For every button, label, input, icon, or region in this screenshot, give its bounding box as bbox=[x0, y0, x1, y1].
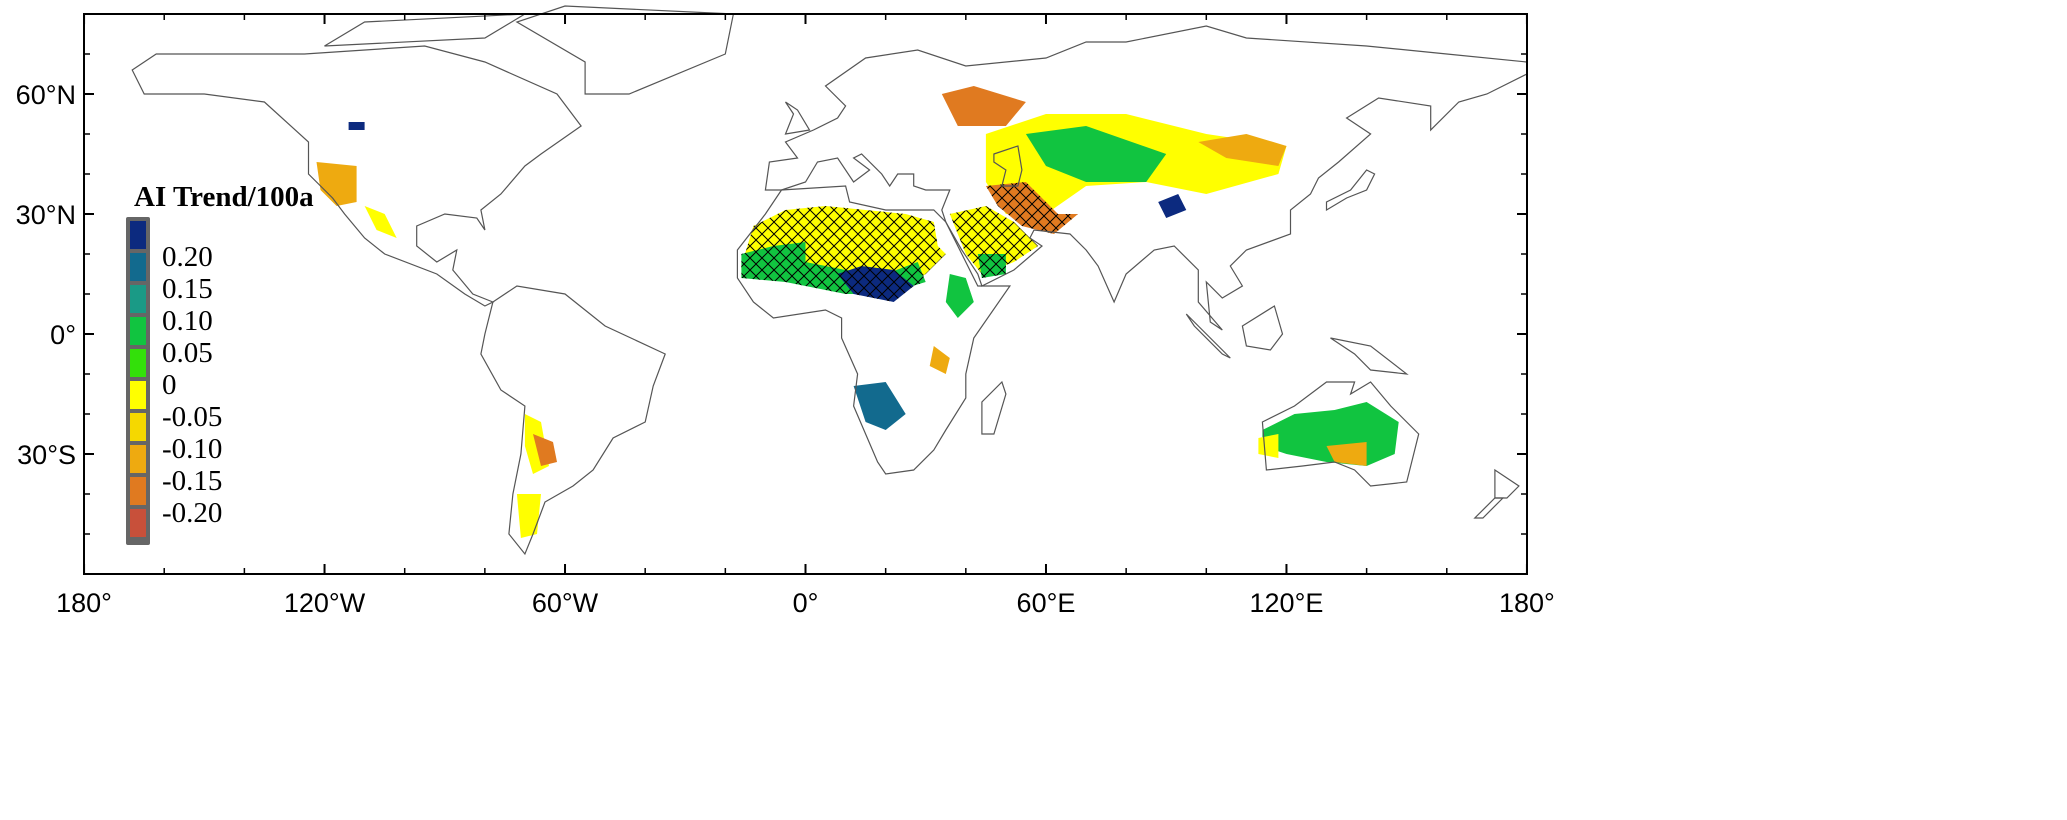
trend-region-tarim bbox=[1158, 194, 1187, 218]
y-tick-label: 30°S bbox=[17, 440, 76, 470]
legend-swatch bbox=[130, 253, 146, 281]
axis-ticks: 180° 120°W 60°W 0° 60°E 120°E 180° 60°N 30°N 0° 30… bbox=[16, 13, 1555, 618]
significance-hatch-chad bbox=[837, 266, 914, 302]
coastline-australia bbox=[1261, 381, 1420, 487]
coastline-borneo bbox=[1241, 305, 1284, 351]
legend-swatch bbox=[130, 445, 146, 473]
trend-region-australia-west bbox=[1258, 434, 1279, 458]
x-tick-label: 120°W bbox=[284, 588, 366, 618]
coastline-madagascar bbox=[981, 380, 1007, 435]
trend-region-mongolia bbox=[1198, 134, 1287, 166]
legend-title: AI Trend/100a bbox=[134, 181, 314, 213]
map-frame bbox=[83, 13, 1528, 575]
legend-label: 0.20 bbox=[162, 241, 213, 273]
coastline-eurasia bbox=[764, 25, 1528, 331]
legend-label: -0.20 bbox=[162, 497, 222, 529]
significance-hatch-iran bbox=[985, 182, 1078, 234]
legend-swatch bbox=[130, 349, 146, 377]
trend-regions bbox=[316, 86, 1399, 538]
coastline-britain bbox=[784, 101, 811, 135]
legend-label: -0.05 bbox=[162, 401, 222, 433]
x-tick-label: 120°E bbox=[1250, 588, 1324, 618]
trend-region-mexico bbox=[364, 206, 397, 238]
legend-swatch bbox=[130, 221, 146, 249]
trend-region-australia-south bbox=[1326, 442, 1367, 466]
x-tick-label: 60°W bbox=[532, 588, 599, 618]
coastline-caspian-sea bbox=[993, 145, 1023, 187]
x-tick-label: 180° bbox=[1499, 588, 1555, 618]
coastline-japan bbox=[1325, 169, 1376, 212]
trend-region-argentina bbox=[533, 434, 557, 466]
coastline-south-america bbox=[480, 285, 666, 556]
coastlines bbox=[131, 5, 1528, 556]
coastline-nz-south bbox=[1473, 497, 1505, 519]
y-tick-label: 60°N bbox=[16, 80, 76, 110]
x-tick-label: 0° bbox=[793, 588, 819, 618]
legend-swatch bbox=[130, 477, 146, 505]
significance-hatch-arabia bbox=[949, 206, 1038, 274]
legend-swatch bbox=[130, 381, 146, 409]
trend-region-canada bbox=[348, 122, 365, 130]
significance-hatch-yemen bbox=[977, 254, 1006, 278]
x-tick-label: 60°E bbox=[1017, 588, 1076, 618]
legend-swatch bbox=[130, 285, 146, 313]
coastline-africa bbox=[736, 185, 1012, 475]
coastline-new-guinea bbox=[1330, 337, 1409, 375]
coastline-nz-north bbox=[1494, 468, 1520, 499]
trend-region-kalahari bbox=[853, 382, 906, 430]
legend-label: -0.10 bbox=[162, 433, 222, 465]
coastline-north-america bbox=[131, 45, 582, 307]
legend-swatch bbox=[130, 317, 146, 345]
legend: AI Trend/100a 0.200.150.100.050-0.05-0.1… bbox=[126, 181, 314, 545]
legend-label: 0 bbox=[162, 369, 177, 401]
trend-region-horn-of-africa bbox=[945, 274, 974, 318]
legend-label: -0.15 bbox=[162, 465, 222, 497]
legend-swatch bbox=[130, 509, 146, 537]
legend-label: 0.10 bbox=[162, 305, 213, 337]
y-tick-label: 30°N bbox=[16, 200, 76, 230]
legend-swatch bbox=[130, 413, 146, 441]
legend-label: 0.05 bbox=[162, 337, 213, 369]
y-tick-label: 0° bbox=[50, 320, 76, 350]
legend-label: 0.15 bbox=[162, 273, 213, 305]
coastline-arctic-islands bbox=[324, 13, 526, 47]
coastline-sumatra bbox=[1185, 313, 1231, 359]
trend-region-southwest-us bbox=[316, 162, 357, 206]
coastline-greenland bbox=[515, 5, 735, 95]
trend-region-kazakhstan bbox=[1025, 126, 1167, 182]
trend-region-patagonia bbox=[516, 494, 541, 538]
trend-region-east-africa bbox=[929, 346, 950, 374]
x-tick-label: 180° bbox=[56, 588, 112, 618]
trend-region-russia-steppe bbox=[941, 86, 1026, 126]
